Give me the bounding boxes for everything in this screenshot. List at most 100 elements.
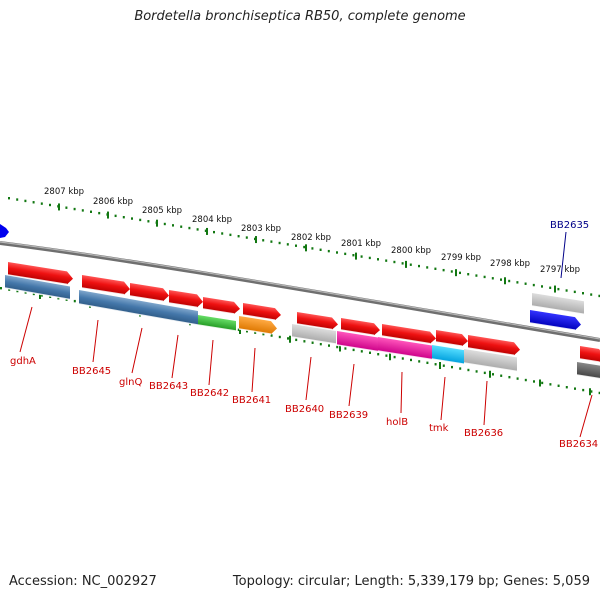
- scale-dot: [483, 275, 486, 279]
- label-leader-line: [208, 339, 214, 386]
- scale-dot: [73, 207, 76, 211]
- scale-dot: [180, 225, 183, 228]
- reverse-gene: [532, 293, 584, 315]
- gene-label[interactable]: gdhA: [10, 356, 36, 367]
- track-dot: [311, 341, 314, 344]
- track-dot: [385, 354, 388, 357]
- scale-dot: [352, 254, 355, 257]
- track-dot: [32, 292, 35, 296]
- gene-label[interactable]: BB2634: [559, 439, 598, 450]
- track-dot: [492, 373, 494, 376]
- track-dot: [287, 337, 289, 340]
- scale-dot: [532, 283, 535, 287]
- scale-dot: [327, 249, 330, 253]
- scale-dot: [262, 239, 265, 242]
- scale-dot: [213, 230, 215, 234]
- gene-label[interactable]: BB2641: [232, 395, 271, 406]
- scale-dot: [557, 287, 560, 291]
- track-dot: [328, 344, 330, 347]
- tick-label: 2803 kbp: [241, 224, 281, 234]
- scale-dot: [114, 214, 117, 218]
- gene-label[interactable]: BB2643: [149, 381, 188, 392]
- label-leader-line: [251, 347, 256, 393]
- track-dot: [459, 367, 462, 370]
- track-dot: [8, 288, 11, 291]
- scale-dot: [393, 260, 396, 264]
- tick-label: 2805 kbp: [142, 206, 182, 216]
- track-dot: [533, 380, 535, 383]
- scale-dot: [385, 259, 388, 262]
- scale-dot: [549, 286, 552, 289]
- track-dot: [426, 361, 429, 365]
- gene-label[interactable]: BB2635: [550, 220, 589, 231]
- label-leader-line: [560, 231, 567, 279]
- scale-dot: [139, 218, 142, 222]
- scale-dot: [344, 252, 347, 256]
- gene-label[interactable]: tmk: [429, 423, 449, 434]
- tick-label: 2807 kbp: [44, 187, 84, 197]
- track-dot: [237, 328, 240, 332]
- forward-gene: [8, 262, 73, 286]
- scale-dot: [377, 258, 379, 261]
- forward-gene: [580, 346, 600, 363]
- track-dot: [336, 345, 339, 349]
- track-dot: [24, 291, 27, 294]
- tick-label: 2802 kbp: [291, 233, 331, 243]
- forward-gene: [82, 275, 130, 296]
- reverse-gene: [239, 316, 277, 335]
- reverse-gene: [79, 290, 198, 326]
- scale-dot: [401, 262, 404, 265]
- scale-dot: [516, 281, 519, 284]
- scale-dot: [582, 292, 584, 295]
- scale-dot: [188, 226, 191, 230]
- gene-label[interactable]: BB2636: [464, 428, 503, 439]
- scale-dot: [204, 229, 207, 232]
- tick-labels: 2807 kbp 2806 kbp 2805 kbp 2804 kbp 2803 kbp…: [44, 187, 580, 275]
- gene-label[interactable]: BB2645: [72, 366, 111, 377]
- genome-summary: Topology: circular; Length: 5,339,179 bp…: [232, 574, 590, 589]
- track-dot: [57, 297, 60, 300]
- track-dot: [582, 388, 585, 392]
- label-leader-line: [400, 371, 403, 414]
- scale-dot: [475, 274, 478, 277]
- scale-dot: [303, 245, 306, 249]
- scale-dot: [40, 202, 43, 205]
- scale-dot: [409, 263, 412, 266]
- track-dot: [500, 374, 503, 377]
- track-dot: [377, 353, 380, 356]
- reverse-gene: [337, 331, 378, 353]
- label-leader-line: [483, 380, 488, 426]
- accession-label: Accession: NC_002927: [9, 574, 157, 589]
- label-leader-line: [171, 334, 179, 379]
- scale-dot: [573, 290, 576, 294]
- track-dot: [295, 338, 298, 342]
- reverse-gene: [292, 324, 336, 345]
- scale-dot: [319, 248, 322, 251]
- reverse-gene: [5, 275, 70, 301]
- gene-label[interactable]: BB2642: [190, 388, 229, 399]
- track-dot: [401, 357, 404, 360]
- track-dot: [270, 334, 273, 337]
- track-dot: [508, 375, 511, 379]
- scale-dot: [24, 199, 27, 203]
- reverse-gene: [530, 310, 581, 331]
- scale-dot: [32, 201, 35, 204]
- scale-dot: [360, 255, 363, 258]
- track-dot: [73, 299, 76, 303]
- scale-dot: [196, 228, 199, 231]
- gene-label[interactable]: holB: [386, 417, 408, 428]
- reverse-gene: [577, 362, 600, 381]
- reverse-gene: [464, 349, 517, 373]
- gene-label[interactable]: BB2640: [285, 404, 324, 415]
- scale-dot: [500, 278, 502, 281]
- scale-dot: [459, 271, 461, 275]
- track-dot: [598, 391, 600, 395]
- gene-label[interactable]: glnQ: [119, 377, 142, 388]
- scale-dot: [598, 294, 600, 298]
- forward-gene: [341, 318, 380, 336]
- reverse-gene: [432, 345, 464, 365]
- gene-label[interactable]: BB2639: [329, 410, 368, 421]
- tick-label: 2797 kbp: [540, 265, 580, 275]
